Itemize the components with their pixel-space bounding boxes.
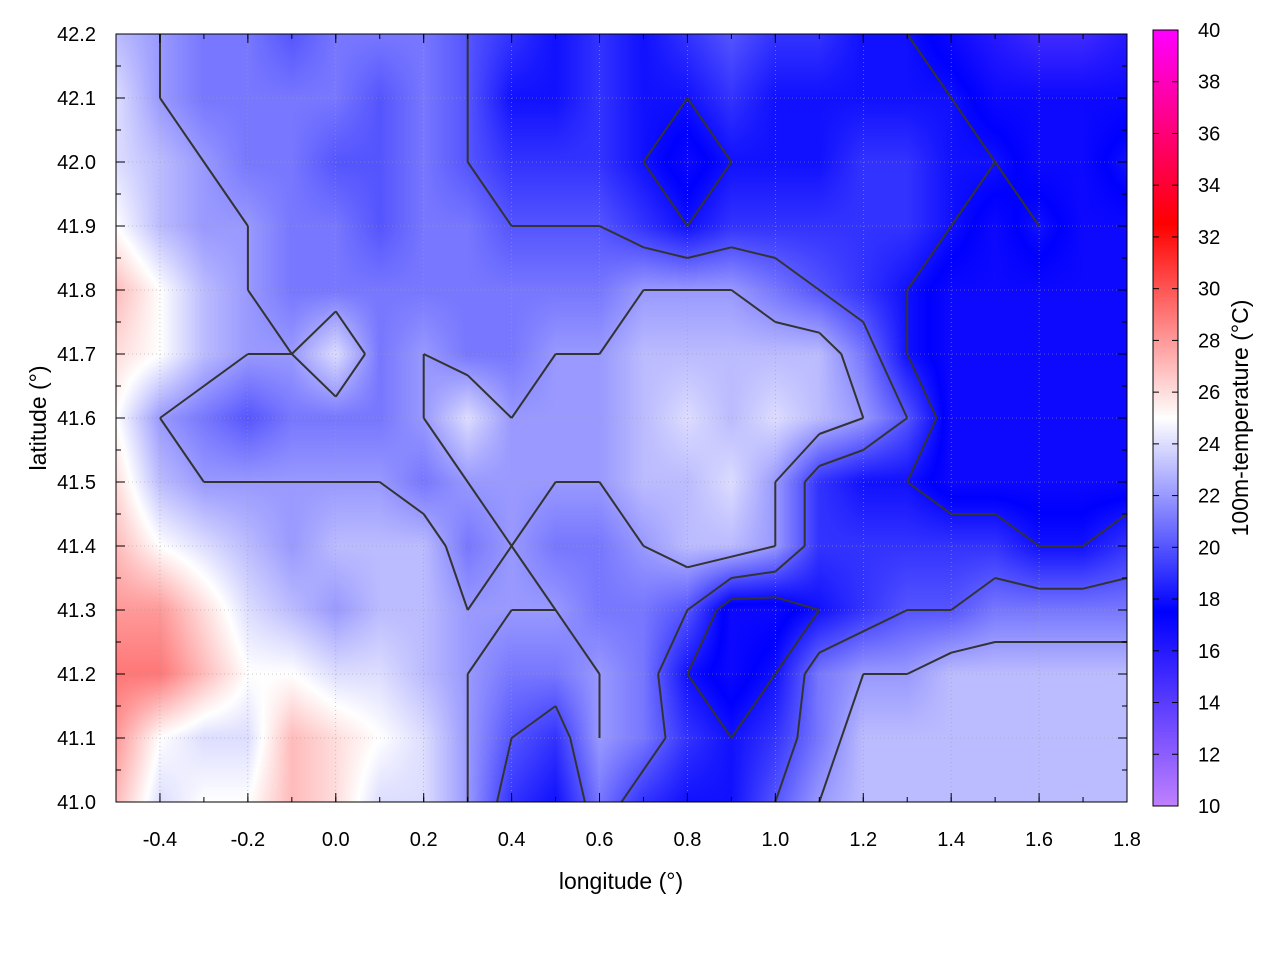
- x-tick-label: 1.0: [761, 829, 789, 851]
- axis-ticks: [115, 29, 1178, 807]
- colorbar-label: 100m-temperature (°C): [1227, 300, 1253, 537]
- y-tick-label: 41.7: [57, 344, 96, 366]
- x-tick-label: 1.6: [1025, 829, 1053, 851]
- y-tick-label: 41.6: [57, 408, 96, 430]
- colorbar-tick-label: 18: [1198, 589, 1220, 611]
- colorbar-tick-label: 34: [1198, 175, 1220, 197]
- y-tick-label: 41.3: [57, 600, 96, 622]
- colorbar-tick-label: 14: [1198, 693, 1220, 715]
- y-tick-label: 41.8: [57, 280, 96, 302]
- x-tick-label: 0.8: [674, 829, 702, 851]
- x-tick-label: 0.4: [498, 829, 526, 851]
- colorbar-tick-label: 32: [1198, 227, 1220, 249]
- x-tick-label: 0.2: [410, 829, 438, 851]
- grid-lines: [116, 33, 1128, 803]
- x-tick-label: 0.6: [586, 829, 614, 851]
- y-tick-labels: 41.0 41.1 41.2 41.3 41.4 41.5 41.6 41.7 41.8 41.9…: [57, 24, 96, 814]
- colorbar-tick-label: 38: [1198, 72, 1220, 94]
- colorbar-tick-label: 16: [1198, 641, 1220, 663]
- colorbar-tick-label: 30: [1198, 279, 1220, 301]
- y-tick-label: 42.0: [57, 152, 96, 174]
- colorbar-tick-label: 20: [1198, 537, 1220, 559]
- x-tick-label: 1.2: [849, 829, 877, 851]
- colorbar-tick-labels: 10 12 14 16 18 20 22 24 26 28 30 32 34 36 38 40: [1198, 20, 1220, 818]
- colorbar: [1153, 30, 1178, 806]
- x-tick-label: -0.2: [231, 829, 265, 851]
- y-tick-label: 42.2: [57, 24, 96, 46]
- y-tick-label: 41.5: [57, 472, 96, 494]
- contour-line-22: [159, 34, 1127, 803]
- colorbar-tick-label: 12: [1198, 744, 1220, 766]
- x-tick-label: 1.4: [937, 829, 965, 851]
- contour-line-18: [642, 33, 1128, 739]
- x-axis-label: longitude (°): [559, 868, 683, 894]
- colorbar-frame: [1152, 29, 1179, 807]
- x-tick-label: 0.0: [322, 829, 350, 851]
- contour-line-20: [466, 34, 1128, 803]
- contour-lines: [159, 33, 1128, 803]
- colorbar-tick-label: 10: [1198, 796, 1220, 818]
- colorbar-tick-label: 24: [1198, 434, 1220, 456]
- y-tick-label: 41.2: [57, 664, 96, 686]
- y-axis-label: latitude (°): [25, 365, 51, 470]
- y-tick-label: 41.0: [57, 792, 96, 814]
- y-tick-label: 41.9: [57, 216, 96, 238]
- x-tick-label: 1.8: [1113, 829, 1141, 851]
- y-tick-label: 42.1: [57, 88, 96, 110]
- plot-frame: [115, 33, 1128, 803]
- colorbar-tick-label: 36: [1198, 123, 1220, 145]
- x-tick-labels: -0.4 -0.2 0.0 0.2 0.4 0.6 0.8 1.0 1.2 1.4 1.6 1.8: [143, 829, 1141, 851]
- y-tick-label: 41.4: [57, 536, 96, 558]
- colorbar-tick-label: 26: [1198, 382, 1220, 404]
- x-tick-label: -0.4: [143, 829, 177, 851]
- colorbar-tick-label: 40: [1198, 20, 1220, 42]
- y-tick-label: 41.1: [57, 728, 96, 750]
- colorbar-tick-label: 22: [1198, 486, 1220, 508]
- colorbar-tick-label: 28: [1198, 330, 1220, 352]
